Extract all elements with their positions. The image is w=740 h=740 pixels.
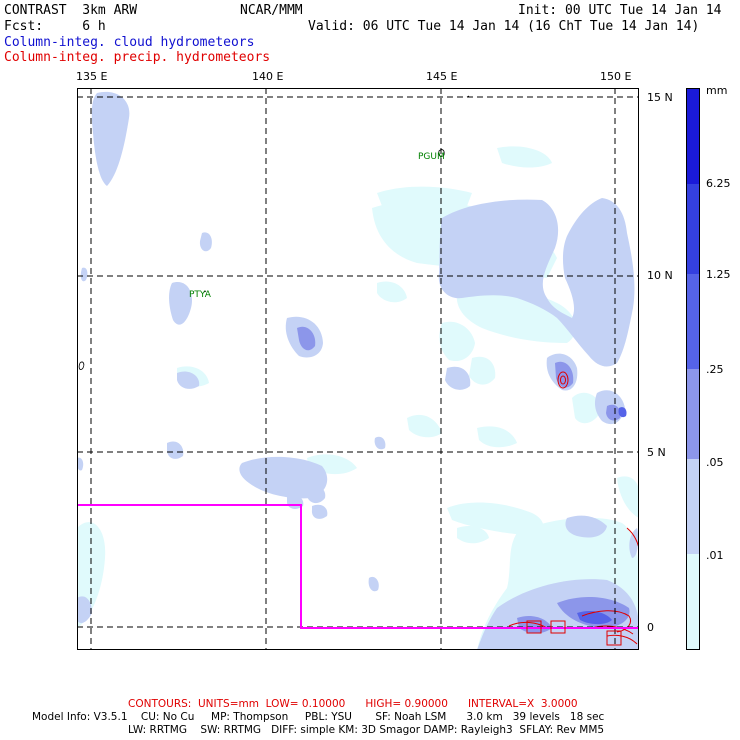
colorbar-segment bbox=[687, 459, 699, 554]
contours-info: CONTOURS: UNITS=mm LOW= 0.10000 HIGH= 0.… bbox=[128, 698, 578, 710]
colorbar-unit: mm bbox=[706, 84, 728, 97]
model-info-line1: Model Info: V3.5.1 CU: No Cu MP: Thompso… bbox=[32, 711, 605, 723]
lat-label-0: 0 bbox=[647, 621, 654, 634]
lat-label-5: 5 N bbox=[647, 446, 666, 459]
map-border bbox=[77, 88, 639, 650]
lon-label-145: 145 E bbox=[426, 70, 458, 83]
colorbar-label: .25 bbox=[706, 363, 724, 376]
colorbar-segment bbox=[687, 184, 699, 274]
lat-label-10: 10 N bbox=[647, 269, 673, 282]
init-time: Init: 00 UTC Tue 14 Jan 14 bbox=[518, 3, 722, 18]
station-label-ptya: PTYA bbox=[189, 290, 211, 300]
colorbar-label: 6.25 bbox=[706, 177, 731, 190]
colorbar-segment bbox=[687, 369, 699, 459]
lat-label-15: 15 N bbox=[647, 91, 673, 104]
colorbar bbox=[686, 88, 700, 650]
colorbar-label: .01 bbox=[706, 549, 724, 562]
colorbar-segment bbox=[687, 554, 699, 649]
lon-label-150: 150 E bbox=[600, 70, 632, 83]
domain-boundary bbox=[77, 504, 639, 629]
coastlines bbox=[78, 95, 470, 371]
forecast-hour: Fcst: 6 h bbox=[4, 19, 106, 34]
station-boxes bbox=[526, 620, 622, 646]
model-info-line2: LW: RRTMG SW: RRTMG DIFF: simple KM: 3D … bbox=[128, 724, 605, 736]
model-name: CONTRAST 3km ARW bbox=[4, 3, 138, 18]
field-label-precip: Column-integ. precip. hydrometeors bbox=[4, 50, 271, 65]
colorbar-segment bbox=[687, 274, 699, 369]
lon-label-140: 140 E bbox=[252, 70, 284, 83]
valid-time: Valid: 06 UTC Tue 14 Jan 14 (16 ChT Tue … bbox=[308, 19, 700, 34]
colorbar-segment bbox=[687, 89, 699, 184]
organization: NCAR/MMM bbox=[240, 3, 303, 18]
field-label-cloud: Column-integ. cloud hydrometeors bbox=[4, 35, 255, 50]
lon-label-135: 135 E bbox=[76, 70, 108, 83]
cloud-layer-medium bbox=[77, 91, 639, 650]
colorbar-label: .05 bbox=[706, 456, 724, 469]
forecast-map bbox=[77, 88, 639, 650]
colorbar-label: 1.25 bbox=[706, 268, 731, 281]
station-label-pgum: PGUM bbox=[418, 152, 445, 162]
